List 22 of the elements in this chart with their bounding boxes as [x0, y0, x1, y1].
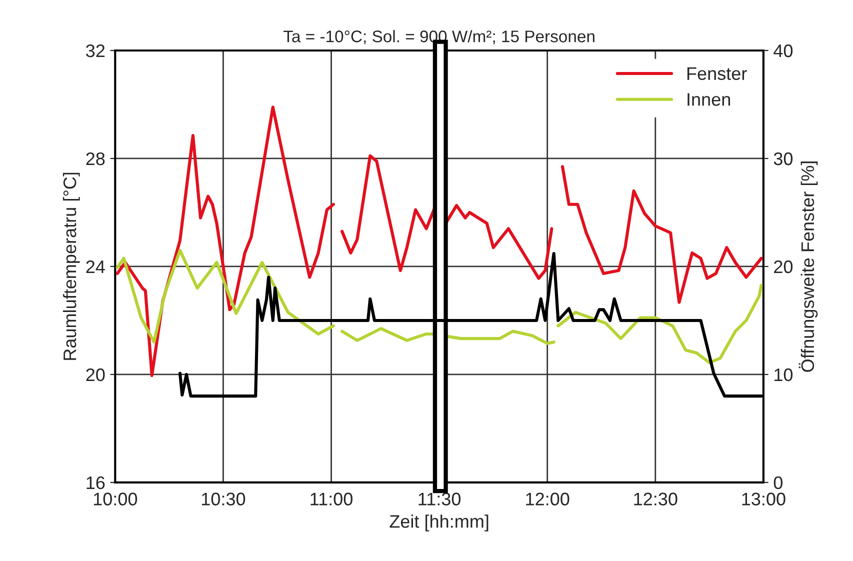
y-tick-label: 28: [86, 152, 105, 166]
y-tick-label: 24: [86, 260, 105, 274]
y2-tick-label: 20: [774, 260, 793, 274]
y-tick-label: 16: [86, 476, 105, 490]
y2-axis-title: Öffnungsweite Fenster [%]: [798, 162, 818, 372]
y2-tick-label: 0: [774, 476, 782, 490]
x-tick-label: 10:30: [202, 492, 246, 506]
y2-tick-label: 40: [774, 44, 793, 58]
y-axis-title: Raumluftemperatru [°C]: [62, 172, 80, 360]
x-tick-label: 12:30: [634, 492, 678, 506]
x-tick-label: 11:30: [418, 492, 461, 506]
x-tick-label: 11:00: [310, 492, 352, 506]
x-tick-label: 12:00: [526, 492, 570, 506]
y-tick-label: 20: [86, 368, 105, 382]
legend-label: Innen: [688, 93, 730, 106]
x-axis-title: Zeit [hh:mm]: [390, 514, 488, 532]
x-tick-label: 10:00: [94, 492, 138, 506]
y-tick-label: 32: [86, 44, 105, 58]
x-tick-label: 13:00: [742, 492, 786, 506]
y2-tick-label: 10: [774, 368, 793, 382]
legend-label: Fenster: [687, 67, 747, 80]
y2-tick-label: 30: [774, 152, 793, 166]
